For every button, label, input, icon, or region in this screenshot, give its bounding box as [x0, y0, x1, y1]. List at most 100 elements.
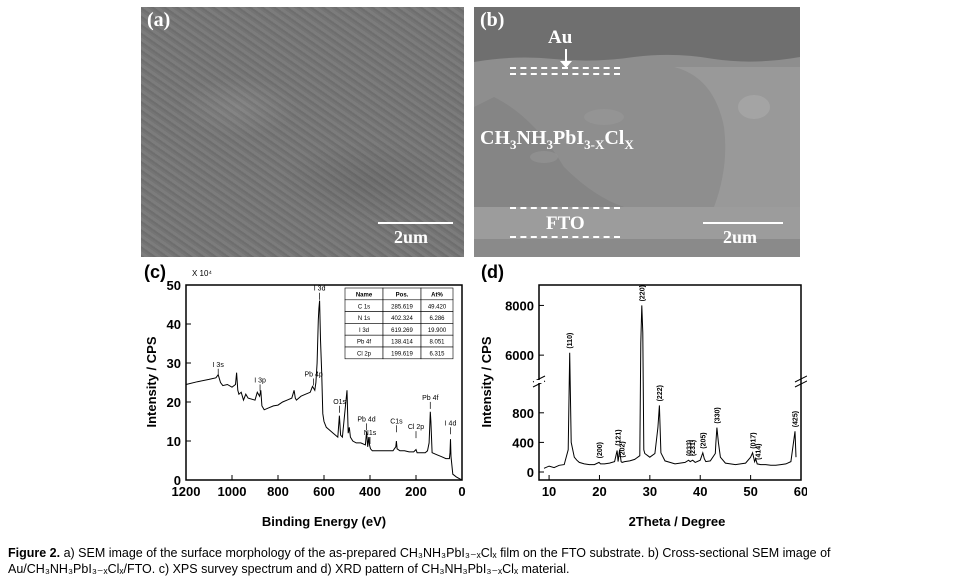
figure-caption: Figure 2. a) SEM image of the surface mo… — [8, 545, 948, 577]
x-tick-label: 20 — [592, 484, 606, 499]
y-tick-label: 8000 — [505, 298, 534, 313]
peak-label: (200) — [597, 442, 604, 458]
x-tick-label: 60 — [794, 484, 807, 499]
y-tick-label: 20 — [167, 395, 181, 410]
y-tick-label: 30 — [167, 356, 181, 371]
peak-annotation: I 3p — [254, 377, 266, 384]
y-tick-label: 40 — [167, 317, 181, 332]
scale-bar — [703, 222, 783, 224]
x-tick-label: 1200 — [172, 484, 201, 499]
axis-break-icon — [532, 375, 807, 388]
y-tick-label: 50 — [167, 278, 181, 293]
y-tick-label: 0 — [527, 465, 534, 480]
peak-label: (033) — [687, 440, 694, 456]
panel-label: (c) — [144, 262, 166, 282]
peak-label: (110) — [567, 333, 574, 349]
x-tick-label: 200 — [405, 484, 427, 499]
table-cell: 285.619 — [391, 304, 413, 310]
xrd-pattern-line — [543, 305, 797, 469]
panel-label: (a) — [147, 9, 171, 31]
fto-boundary-top — [510, 207, 620, 209]
sem-surface-image: (a) 2um — [141, 7, 464, 257]
peak-annotation: Cl 2p — [408, 424, 424, 431]
y-tick-label: 800 — [512, 406, 534, 421]
x-tick-label: 30 — [643, 484, 657, 499]
caption-lead: Figure 2. — [8, 546, 61, 560]
table-cell: 8.051 — [429, 340, 445, 346]
peak-label: (205) — [700, 432, 707, 448]
sem-cross-section-image: (b) Au CH3NH3PbI3-XClX FTO 2um — [474, 7, 800, 257]
peak-annotation: I 4d — [445, 420, 457, 427]
scale-label: 2um — [723, 227, 758, 247]
peak-label: (414) — [756, 444, 763, 460]
table-cell: Cl 2p — [357, 352, 372, 358]
table-cell: 49.420 — [428, 304, 447, 310]
table-cell: C 1s — [358, 304, 370, 310]
x-tick-label: 600 — [313, 484, 335, 499]
table-cell: N 1s — [358, 316, 370, 322]
au-arrow — [565, 49, 567, 65]
peak-label: (017) — [751, 432, 758, 448]
peak-label: (330) — [714, 407, 721, 423]
table-cell: 6.286 — [429, 316, 445, 322]
arrow-head-icon — [560, 61, 572, 68]
au-boundary-top — [510, 67, 620, 69]
cross-section-texture — [474, 7, 800, 257]
peak-label: (425) — [792, 411, 799, 427]
peak-label: (231) — [690, 440, 697, 456]
peak-annotation: Pb 4f — [422, 395, 438, 402]
x-axis-label: 2Theta / Degree — [629, 514, 726, 529]
x-tick-label: 40 — [693, 484, 707, 499]
au-boundary-bottom — [510, 73, 620, 75]
peak-annotation: C1s — [390, 418, 403, 425]
caption-text: a) SEM image of the surface morphology o… — [8, 546, 831, 576]
peak-annotation: Pb 4p — [305, 372, 323, 379]
film-formula-label: CH3NH3PbI3-XClX — [480, 127, 634, 152]
y-axis-label: Intensity / CPS — [144, 336, 159, 427]
table-header-cell: Name — [356, 293, 373, 299]
xps-composition-table: Name Pos. At% C 1s 285.619 49.420 N 1s 402.324 6… — [344, 287, 454, 360]
table-header-cell: At% — [431, 293, 443, 299]
table-cell: I 3d — [359, 328, 369, 334]
scale-label: 2um — [394, 227, 429, 247]
y-axis-label: Intensity / CPS — [479, 336, 494, 427]
y-tick-label: 0 — [174, 473, 181, 488]
x-tick-label: 1000 — [218, 484, 247, 499]
table-cell: 19.900 — [428, 328, 447, 334]
table-cell: 619.269 — [391, 328, 413, 334]
panel-label: (b) — [480, 9, 505, 31]
xps-spectrum-line — [185, 300, 463, 481]
scale-bar — [378, 222, 453, 224]
x-tick-label: 50 — [743, 484, 757, 499]
peak-annotation: I 3d — [314, 286, 326, 293]
y-multiplier-label: X 10⁴ — [192, 269, 212, 278]
peak-annotation: Pb 4d — [357, 416, 375, 423]
table-header-cell: Pos. — [396, 293, 409, 299]
table-cell: 6.315 — [429, 352, 445, 358]
au-label: Au — [548, 27, 573, 48]
fto-boundary-bottom — [510, 236, 620, 238]
table-cell: 402.324 — [391, 316, 413, 322]
peak-annotation: O1s — [333, 399, 346, 406]
x-axis-label: Binding Energy (eV) — [262, 514, 386, 529]
xrd-pattern-chart: (d) 10 20 30 40 50 60 0 400 800 6000 8000 (110) (20… — [479, 262, 807, 529]
table-cell: 138.414 — [391, 340, 413, 346]
peak-label: (220) — [639, 285, 646, 301]
xps-survey-chart: (c) X 10⁴ 1200 1000 800 600 400 200 0 0 10 20 30 40… — [144, 262, 466, 529]
peak-label: (222) — [657, 385, 664, 401]
table-cell: 199.619 — [391, 352, 413, 358]
fto-label: FTO — [546, 213, 585, 234]
y-tick-label: 400 — [512, 435, 534, 450]
peak-label: (121) — [616, 429, 623, 445]
x-tick-label: 400 — [359, 484, 381, 499]
y-tick-label: 6000 — [505, 348, 534, 363]
x-tick-label: 10 — [542, 484, 556, 499]
table-cell: Pb 4f — [357, 340, 371, 346]
peak-annotation: N1s — [364, 430, 377, 437]
x-tick-label: 0 — [458, 484, 465, 499]
panel-label: (d) — [481, 262, 504, 282]
peak-annotation: I 3s — [213, 362, 225, 369]
x-tick-label: 800 — [267, 484, 289, 499]
peak-label: (202) — [620, 441, 627, 457]
table-cell-box — [420, 346, 454, 360]
